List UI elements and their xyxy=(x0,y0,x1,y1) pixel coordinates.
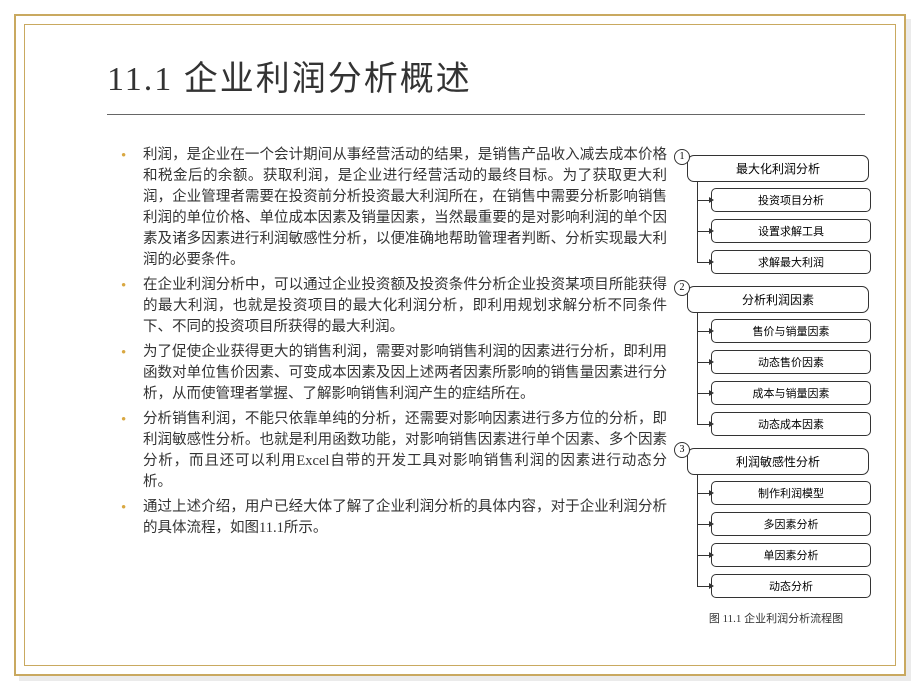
flowchart-node: 售价与销量因素 xyxy=(711,319,871,343)
slide-outer-frame: 11.1 企业利润分析概述 • 利润，是企业在一个会计期间从事经营活动的结果，是… xyxy=(14,14,906,676)
section-number-icon: 1 xyxy=(674,149,690,165)
flowchart-node: 投资项目分析 xyxy=(711,188,871,212)
bullet-marker: • xyxy=(121,342,143,405)
flowchart-node: 求解最大利润 xyxy=(711,250,871,274)
section-number-icon: 3 xyxy=(674,442,690,458)
sub-container: 售价与销量因素 动态售价因素 成本与销量因素 动态成本因素 xyxy=(711,319,871,436)
text-column: • 利润，是企业在一个会计期间从事经营活动的结果，是销售产品收入减去成本价格和税… xyxy=(81,145,667,626)
section-number-icon: 2 xyxy=(674,280,690,296)
flowchart-section-1: 1 最大化利润分析 投资项目分析 设置求解工具 求解最大利润 xyxy=(677,155,875,274)
bullet-item: • 利润，是企业在一个会计期间从事经营活动的结果，是销售产品收入减去成本价格和税… xyxy=(121,145,667,271)
flowchart-node: 设置求解工具 xyxy=(711,219,871,243)
flowchart-node: 成本与销量因素 xyxy=(711,381,871,405)
flowchart-section-2: 2 分析利润因素 售价与销量因素 动态售价因素 成本与销量因素 动态成本因素 xyxy=(677,286,875,436)
bullet-text: 利润，是企业在一个会计期间从事经营活动的结果，是销售产品收入减去成本价格和税金后… xyxy=(143,145,667,271)
figure-caption: 图 11.1 企业利润分析流程图 xyxy=(677,610,875,626)
content-row: • 利润，是企业在一个会计期间从事经营活动的结果，是销售产品收入减去成本价格和税… xyxy=(81,145,875,626)
section-header: 分析利润因素 xyxy=(687,286,869,313)
flowchart-node: 动态售价因素 xyxy=(711,350,871,374)
flowchart-node: 制作利润模型 xyxy=(711,481,871,505)
page-title: 11.1 企业利润分析概述 xyxy=(107,51,865,115)
section-header: 利润敏感性分析 xyxy=(687,448,869,475)
bullet-text: 通过上述介绍，用户已经大体了解了企业利润分析的具体内容，对于企业利润分析的具体流… xyxy=(143,497,667,539)
bullet-text: 为了促使企业获得更大的销售利润，需要对影响销售利润的因素进行分析，即利用函数对单… xyxy=(143,342,667,405)
bullet-marker: • xyxy=(121,275,143,338)
bullet-marker: • xyxy=(121,497,143,539)
section-header: 最大化利润分析 xyxy=(687,155,869,182)
sub-container: 投资项目分析 设置求解工具 求解最大利润 xyxy=(711,188,871,274)
bullet-item: • 在企业利润分析中，可以通过企业投资额及投资条件分析企业投资某项目所能获得的最… xyxy=(121,275,667,338)
flowchart-node: 单因素分析 xyxy=(711,543,871,567)
bullet-marker: • xyxy=(121,409,143,493)
slide-inner-frame: 11.1 企业利润分析概述 • 利润，是企业在一个会计期间从事经营活动的结果，是… xyxy=(24,24,896,666)
flowchart-node: 多因素分析 xyxy=(711,512,871,536)
bullet-item: • 为了促使企业获得更大的销售利润，需要对影响销售利润的因素进行分析，即利用函数… xyxy=(121,342,667,405)
flowchart-column: 1 最大化利润分析 投资项目分析 设置求解工具 求解最大利润 2 分析利润因素 … xyxy=(677,145,875,626)
flowchart-node: 动态成本因素 xyxy=(711,412,871,436)
bullet-text: 分析销售利润，不能只依靠单纯的分析，还需要对影响因素进行多方位的分析，即利润敏感… xyxy=(143,409,667,493)
bullet-item: • 分析销售利润，不能只依靠单纯的分析，还需要对影响因素进行多方位的分析，即利润… xyxy=(121,409,667,493)
bullet-text: 在企业利润分析中，可以通过企业投资额及投资条件分析企业投资某项目所能获得的最大利… xyxy=(143,275,667,338)
sub-container: 制作利润模型 多因素分析 单因素分析 动态分析 xyxy=(711,481,871,598)
bullet-item: • 通过上述介绍，用户已经大体了解了企业利润分析的具体内容，对于企业利润分析的具… xyxy=(121,497,667,539)
bullet-marker: • xyxy=(121,145,143,271)
flowchart-node: 动态分析 xyxy=(711,574,871,598)
flowchart-section-3: 3 利润敏感性分析 制作利润模型 多因素分析 单因素分析 动态分析 xyxy=(677,448,875,598)
